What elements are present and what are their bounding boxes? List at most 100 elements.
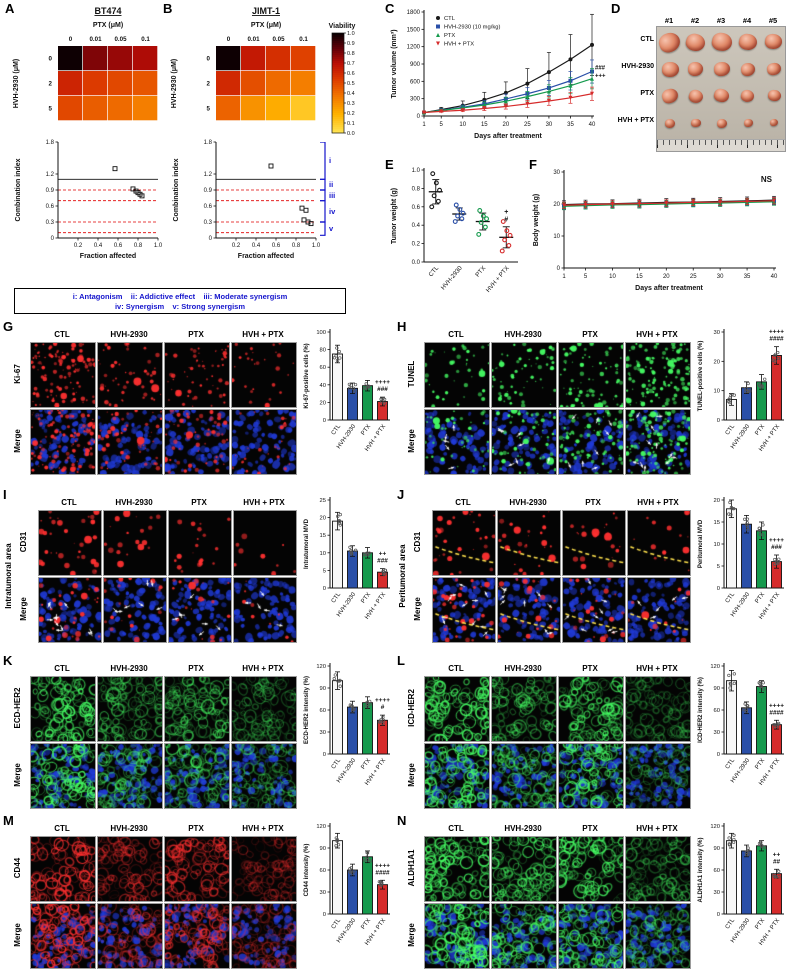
significance-annotation: ++++ xyxy=(375,862,390,869)
data-point xyxy=(746,704,750,708)
micro-image-i-cd31-ptx xyxy=(168,510,232,576)
data-point xyxy=(772,723,776,727)
data-point xyxy=(777,557,781,561)
data-point xyxy=(773,557,777,562)
heatmap-y-tick: 2 xyxy=(49,81,53,88)
heatmap-x-label: PTX (μM) xyxy=(251,22,281,29)
marker xyxy=(503,104,508,109)
y-tick-label: 30 xyxy=(320,730,326,736)
micro-image-k-merge-ctl xyxy=(30,743,96,809)
panel-N-content: CTL HVH-2930 PTX HVH + PTX ALDH1A1 Merge 0 30 60… xyxy=(396,814,786,972)
ci-y-axis-label: Combination index xyxy=(173,158,180,221)
micro-image-g-merge-hvh xyxy=(97,409,163,475)
data-point-ptx xyxy=(482,224,488,230)
y-tick-label: 5 xyxy=(323,568,326,574)
heatmap-cell xyxy=(291,46,316,71)
colorbar-band xyxy=(332,39,344,42)
x-tick-label: CTL xyxy=(331,591,343,604)
tumor-column-header: #3 xyxy=(716,16,726,25)
data-point xyxy=(381,721,385,726)
data-point xyxy=(377,880,382,884)
micro-image-n-merge-ctl xyxy=(424,903,490,969)
colorbar-tick-label: 0.0 xyxy=(347,131,355,137)
data-point xyxy=(729,682,733,687)
bar-ctl xyxy=(726,508,737,589)
micro-image-j-merge-ptx xyxy=(562,577,626,643)
x-tick-label: CTL xyxy=(725,591,737,604)
colorbar-band xyxy=(332,93,344,96)
colorbar-band xyxy=(332,61,344,64)
heatmap-cell xyxy=(241,46,266,71)
micro-image-i-cd31-ctl xyxy=(38,510,102,576)
cell-viability-panel: JIMT-1 PTX (μM) 0 0.01 0.05 0.1 HVH-2930 (μM) 0… xyxy=(171,6,320,260)
column-header-hvh: HVH-2930 xyxy=(504,330,542,339)
x-tick-label: 10 xyxy=(609,274,616,280)
significance-annotation: ++ xyxy=(379,551,387,558)
column-header-ptx: PTX xyxy=(188,664,204,673)
column-header-ctl: CTL xyxy=(455,498,471,507)
significance-annotation: #### xyxy=(375,869,390,876)
data-point xyxy=(332,356,337,360)
colorbar-band xyxy=(332,45,344,48)
data-point-hvh xyxy=(453,202,459,208)
bar-combo xyxy=(771,355,782,421)
colorbar-band xyxy=(332,67,344,70)
tumor-specimen xyxy=(664,118,676,128)
ci-legend-line1: i: Antagonism ii: Addictive effect iii: … xyxy=(72,291,288,301)
y-axis-label: Tumor volume (mm³) xyxy=(391,29,398,98)
panel-B-content: JIMT-1 PTX (μM) 0 0.01 0.05 0.1 HVH-2930 (μM) 0… xyxy=(162,2,320,286)
data-point xyxy=(732,833,736,837)
y-tick-label: 1.0 xyxy=(412,168,421,174)
micro-image-j-merge-hvh xyxy=(497,577,561,643)
heatmap-cell xyxy=(108,71,133,96)
row-label-merge: Merge xyxy=(413,597,422,621)
series-line-ctl xyxy=(423,44,593,114)
panel-J: J CTL HVH-2930 PTX HVH + PTX Peritumoral area… xyxy=(396,487,786,652)
heatmap-y-tick: 5 xyxy=(207,106,211,113)
colorbar-band xyxy=(332,107,344,110)
y-tick-label: 30 xyxy=(714,890,720,896)
colorbar-band xyxy=(332,33,344,36)
colorbar-tick-label: 1.0 xyxy=(347,31,355,37)
y-tick-label: 0.4 xyxy=(412,223,421,229)
viability-colorbar: Viability 1.0 0.9 0.8 0.7 0.6 0.5 0.4 0.3 0.2 0.1 0… xyxy=(326,20,382,150)
bar-ctl xyxy=(332,680,343,755)
x-tick-label: 0.2 xyxy=(74,243,83,249)
row-label-ecd-her2: ECD-HER2 xyxy=(13,687,22,729)
significance-annotation: ++++ xyxy=(375,379,390,386)
y-tick-label: 0 xyxy=(717,912,720,918)
data-point xyxy=(351,386,356,390)
x-tick-label: PTX xyxy=(755,918,767,931)
colorbar-band xyxy=(332,95,344,98)
micro-image-j-merge-ctl xyxy=(432,577,496,643)
y-axis-label: ALDH1A1 intensity (%) xyxy=(698,837,704,902)
column-header-ptx: PTX xyxy=(582,330,598,339)
data-point xyxy=(368,702,372,706)
marker xyxy=(422,110,426,115)
tumor-row-label: HVH-2930 xyxy=(621,63,654,70)
marker xyxy=(546,98,551,103)
bar-hvh xyxy=(347,706,358,755)
row-label-merge: Merge xyxy=(407,429,416,453)
heatmap-y-tick: 2 xyxy=(207,81,211,88)
data-point xyxy=(745,524,750,529)
micro-image-n-aldh1a1-ptx xyxy=(558,836,624,902)
y-tick-label: 0.0 xyxy=(412,260,421,266)
data-point xyxy=(728,500,732,505)
data-point xyxy=(349,866,354,870)
x-tick-label: 35 xyxy=(567,122,574,128)
colorbar-band xyxy=(332,65,344,68)
tumor-row-label: HVH + PTX xyxy=(617,117,654,124)
ci-data-point xyxy=(308,221,314,227)
colorbar-band xyxy=(332,91,344,94)
heatmap-cell xyxy=(58,46,83,71)
panel-D-content: #1 #2 #3 #4 #5 CTL HVH-2930 PTX HVH + PTX xyxy=(610,2,786,154)
y-tick-label: 20 xyxy=(553,202,560,208)
data-point xyxy=(746,528,750,532)
y-tick-label: 1.8 xyxy=(46,140,55,146)
column-header-ptx: PTX xyxy=(188,330,204,339)
y-tick-label: 15 xyxy=(320,533,326,539)
heatmap-cell xyxy=(133,46,158,71)
